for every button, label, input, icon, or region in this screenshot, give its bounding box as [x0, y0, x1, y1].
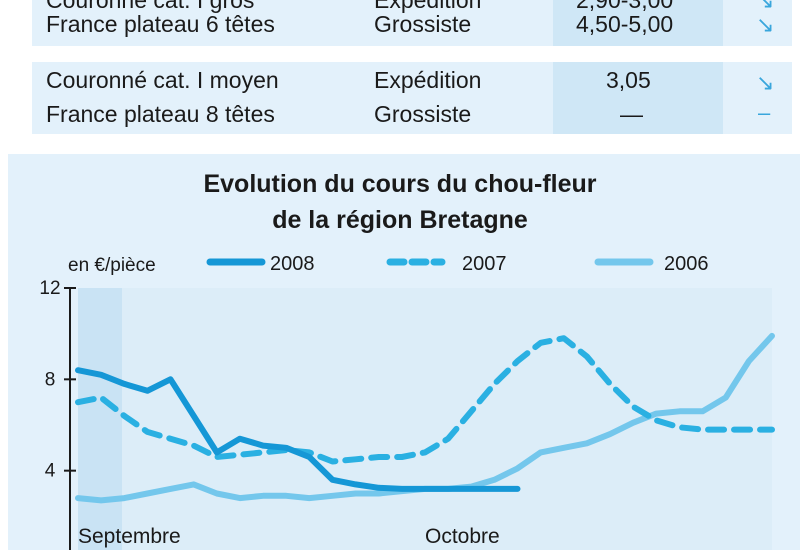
market-cell: Grossiste	[374, 11, 472, 37]
price-cell: 2,90-3,00	[576, 0, 674, 13]
legend-label: 2007	[462, 253, 507, 275]
market-cell: Expédition	[374, 0, 482, 13]
price-column-bg-2	[553, 62, 723, 134]
price-cell: —	[620, 101, 643, 127]
trend-down-icon: ↘	[756, 12, 775, 37]
price-cell: 3,05	[606, 67, 651, 93]
x-tick-label: Septembre	[78, 525, 181, 548]
trend-flat-icon: –	[758, 100, 771, 125]
product-cell: Couronné cat. I gros	[46, 0, 255, 13]
y-tick-label: 12	[39, 278, 60, 299]
y-tick-label: 8	[45, 369, 56, 390]
trend-down-icon: ↘	[756, 70, 775, 95]
price-cell: 4,50-5,00	[576, 11, 674, 37]
price-column-bg-1	[553, 0, 723, 46]
chart-title-line1: Evolution du cours du chou-fleur	[203, 170, 597, 198]
trend-down-icon: ↘	[756, 0, 775, 13]
market-cell: Expédition	[374, 67, 482, 93]
y-tick-label: 4	[45, 461, 56, 482]
legend-label: 2008	[270, 253, 315, 275]
x-tick-label: Octobre	[425, 525, 500, 548]
product-cell: France plateau 8 têtes	[46, 101, 275, 127]
september-band	[78, 288, 122, 550]
legend-label: 2006	[664, 253, 709, 275]
product-cell: Couronné cat. I moyen	[46, 67, 279, 93]
plot-area	[78, 288, 772, 550]
y-axis-label: en €/pièce	[68, 255, 156, 276]
series-line-2007	[75, 335, 775, 465]
chart-title-line2: de la région Bretagne	[272, 206, 528, 234]
market-cell: Grossiste	[374, 101, 472, 127]
product-cell: France plateau 6 têtes	[46, 11, 275, 37]
series-line-2008	[75, 367, 521, 492]
price-table: Couronné cat. I gros Expédition 2,90-3,0…	[0, 0, 800, 136]
